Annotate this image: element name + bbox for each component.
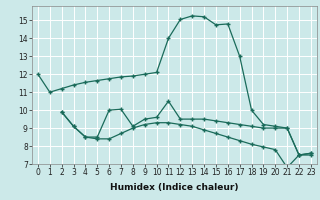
X-axis label: Humidex (Indice chaleur): Humidex (Indice chaleur)	[110, 183, 239, 192]
